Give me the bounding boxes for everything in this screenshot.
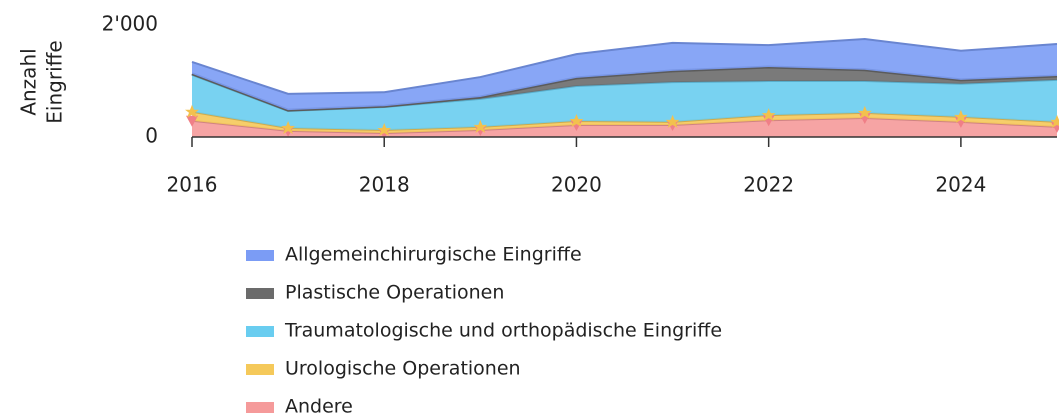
x-tick-label: 2020 [551, 173, 602, 197]
marker [281, 121, 296, 135]
marker [473, 119, 488, 133]
legend-swatch [246, 402, 274, 413]
area-line [191, 37, 1058, 95]
x-tick-label: 2018 [359, 173, 410, 197]
marker [377, 123, 392, 136]
area [192, 39, 1057, 111]
marker [857, 105, 872, 119]
legend-swatch [246, 288, 274, 299]
y-tick-label: 0 [145, 124, 158, 148]
legend-label: Plastische Operationen [285, 282, 504, 304]
legend-swatch [246, 326, 274, 337]
area [192, 117, 1057, 137]
legend-label: Traumatologische und orthopädische Eingr… [284, 320, 722, 342]
marker [185, 104, 199, 118]
marker [186, 115, 198, 127]
marker [665, 114, 680, 128]
marker [569, 114, 584, 128]
y-axis-label: Eingriffe [43, 40, 67, 123]
area [192, 67, 1057, 111]
marker [1050, 114, 1059, 128]
y-tick-label: 2'000 [102, 12, 158, 36]
area [192, 74, 1057, 130]
legend-swatch [246, 364, 274, 375]
marker [953, 109, 968, 123]
marker [761, 108, 776, 122]
y-axis-label: Anzahl [17, 48, 41, 115]
x-tick-label: 2024 [935, 173, 986, 197]
legend-label: Allgemeinchirurgische Eingriffe [285, 244, 582, 266]
x-tick-label: 2016 [167, 173, 218, 197]
x-tick-label: 2022 [743, 173, 794, 197]
legend-label: Andere [285, 396, 353, 418]
legend-label: Urologische Operationen [285, 358, 521, 380]
legend-swatch [246, 250, 274, 261]
